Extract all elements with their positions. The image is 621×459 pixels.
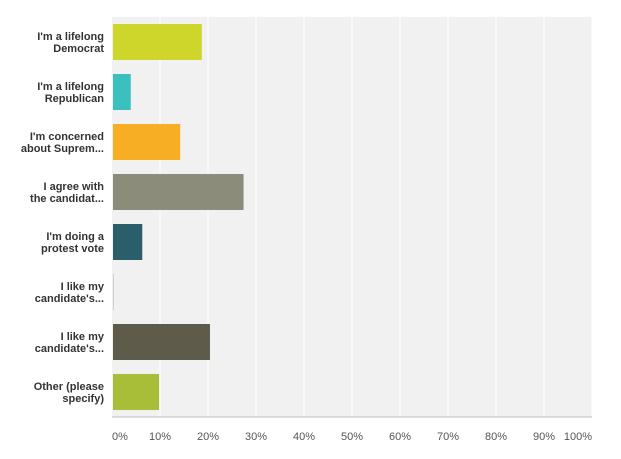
- bar: [113, 224, 143, 260]
- category-label: Other (please specify): [34, 381, 105, 405]
- x-tick-label: 80%: [485, 431, 507, 443]
- bar: [113, 374, 160, 410]
- category-label: I like my candidate's...: [35, 281, 105, 305]
- x-tick-label: 10%: [149, 431, 171, 443]
- x-tick-label: 30%: [245, 431, 267, 443]
- x-tick-label: 20%: [197, 431, 219, 443]
- x-tick-label: 40%: [293, 431, 315, 443]
- bars: [113, 24, 244, 410]
- x-tick-label: 60%: [389, 431, 411, 443]
- category-label: I'm doing a protest vote: [41, 231, 105, 255]
- bar: [113, 24, 202, 60]
- category-label: I like my candidate's...: [35, 331, 105, 355]
- x-tick-labels: 0% 10% 20% 30% 40% 50% 60% 70% 80% 90% 100%: [112, 431, 592, 443]
- bar: [113, 124, 181, 160]
- x-tick-label: 0%: [112, 431, 128, 443]
- category-labels: I'm a lifelong Democrat I'm a lifelong Repu…: [21, 31, 105, 405]
- bar: [113, 324, 210, 360]
- bar: [113, 74, 131, 110]
- grid-lines: [159, 17, 593, 417]
- x-tick-label: 70%: [437, 431, 459, 443]
- category-label: I'm concerned about Suprem...: [21, 131, 104, 155]
- category-label: I'm a lifelong Republican: [37, 81, 104, 105]
- bar: [113, 274, 114, 310]
- x-tick-label: 50%: [341, 431, 363, 443]
- category-label: I'm a lifelong Democrat: [37, 31, 104, 55]
- bar: [113, 174, 244, 210]
- x-tick-label: 100%: [564, 431, 592, 443]
- x-tick-label: 90%: [533, 431, 555, 443]
- category-label: I agree with the candidat...: [30, 181, 104, 205]
